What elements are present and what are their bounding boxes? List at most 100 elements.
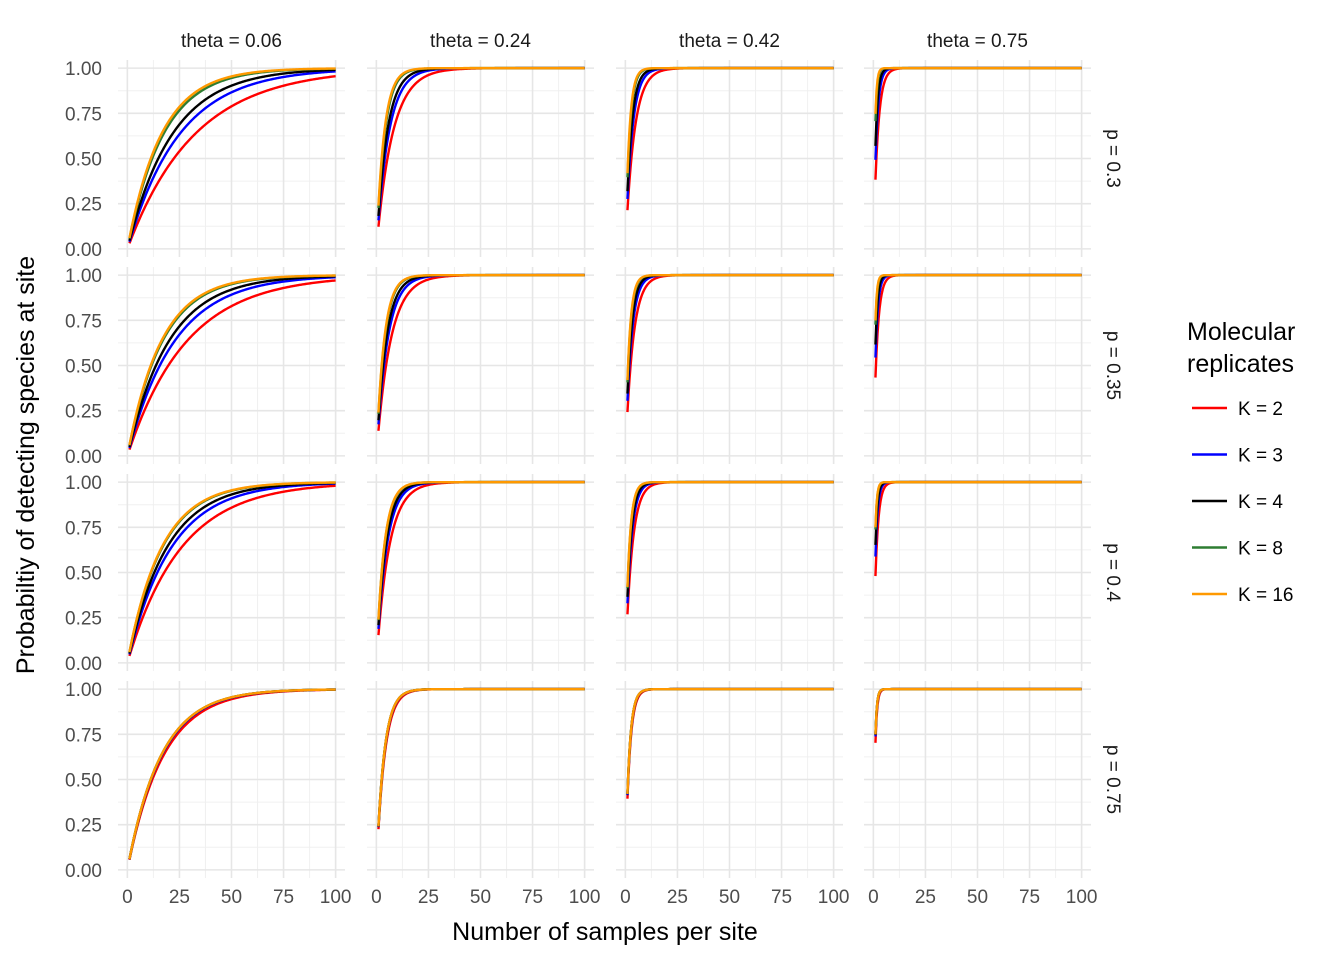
- facet-panel: [616, 267, 843, 464]
- series-line-k=8: [874, 480, 1082, 530]
- series-line-k=8: [626, 66, 834, 178]
- series-line-k=4: [874, 273, 1082, 345]
- facet-panels: theta = 0.06 theta = 0.24 theta = 0.42 thet…: [65, 31, 1123, 908]
- y-tick-label: 0.00: [65, 654, 102, 675]
- series-line-k=16: [874, 480, 1082, 528]
- series-line-k=2: [128, 75, 336, 244]
- legend-key-label: K = 4: [1238, 492, 1283, 513]
- series-line-k=2: [128, 484, 336, 657]
- series-line-k=4: [128, 68, 336, 241]
- series-line-k=16: [874, 273, 1082, 321]
- series-line-k=8: [128, 688, 336, 860]
- facet-column-label: theta = 0.42: [679, 31, 780, 52]
- series-line-k=3: [874, 480, 1082, 557]
- y-tick-label: 0.00: [65, 447, 102, 468]
- series-line-k=3: [128, 482, 336, 655]
- series-line-k=3: [377, 480, 585, 629]
- series-line-k=4: [626, 480, 834, 597]
- series-line-k=16: [377, 66, 585, 206]
- facet-panel: [367, 474, 594, 671]
- y-tick-label: 0.00: [65, 240, 102, 261]
- facet-panel: [864, 474, 1091, 671]
- x-tick-label: 50: [221, 887, 242, 908]
- series-line-k=3: [626, 66, 834, 200]
- series-line-k=3: [377, 687, 585, 828]
- series-line-k=2: [377, 273, 585, 431]
- y-tick-label: 0.50: [65, 564, 102, 585]
- series-line-k=16: [128, 481, 336, 653]
- y-tick-label: 0.00: [65, 861, 102, 882]
- series-line-k=8: [377, 273, 585, 414]
- series-line-k=16: [128, 67, 336, 239]
- facet-column-label: theta = 0.06: [181, 31, 282, 52]
- series-line-k=2: [128, 688, 336, 860]
- legend-key-label: K = 8: [1238, 539, 1283, 560]
- series-line-k=4: [377, 687, 585, 827]
- series-line-k=16: [626, 480, 834, 588]
- series-line-k=3: [874, 273, 1082, 358]
- legend-title-line1: Molecular: [1187, 318, 1295, 346]
- facet-panel: [118, 474, 345, 671]
- series-line-k=2: [626, 273, 834, 413]
- legend-title-line2: replicates: [1187, 350, 1294, 378]
- series-line-k=4: [377, 273, 585, 421]
- series-line-k=16: [377, 480, 585, 620]
- series-line-k=2: [128, 279, 336, 450]
- series-line-k=16: [128, 274, 336, 446]
- x-tick-label: 100: [818, 887, 850, 908]
- x-tick-label: 75: [273, 887, 294, 908]
- series-line-k=4: [128, 688, 336, 860]
- facet-panel: [367, 681, 594, 878]
- series-line-k=8: [377, 687, 585, 827]
- facet-column-label: theta = 0.24: [430, 31, 531, 52]
- y-tick-label: 0.75: [65, 518, 102, 539]
- x-tick-label: 0: [122, 887, 133, 908]
- y-tick-label: 0.25: [65, 402, 102, 423]
- series-line-k=2: [626, 687, 834, 799]
- series-line-k=4: [874, 66, 1082, 146]
- x-tick-label: 100: [320, 887, 352, 908]
- facet-panel: [367, 60, 594, 257]
- facet-panel: [864, 681, 1091, 878]
- series-line-k=3: [128, 70, 336, 243]
- x-tick-label: 75: [771, 887, 792, 908]
- y-axis-title: Probabiltiy of detecting species at site: [12, 256, 40, 674]
- y-tick-label: 0.50: [65, 357, 102, 378]
- x-tick-label: 100: [1066, 887, 1098, 908]
- series-line-k=16: [874, 66, 1082, 114]
- series-line-k=16: [626, 273, 834, 381]
- series-line-k=4: [128, 275, 336, 448]
- legend: Molecular replicates K = 2 K = 3 K = 4 K = …: [1187, 318, 1295, 606]
- x-tick-label: 0: [620, 887, 631, 908]
- series-line-k=8: [626, 687, 834, 795]
- facet-column-label: theta = 0.75: [927, 31, 1028, 52]
- y-tick-label: 0.75: [65, 725, 102, 746]
- x-tick-label: 25: [667, 887, 688, 908]
- y-tick-label: 1.00: [65, 473, 102, 494]
- series-line-k=4: [626, 273, 834, 394]
- facet-panel: [118, 267, 345, 464]
- facet-panel: [118, 681, 345, 878]
- series-line-k=8: [128, 274, 336, 446]
- series-line-k=2: [874, 273, 1082, 378]
- y-tick-label: 1.00: [65, 266, 102, 287]
- facet-panel: [864, 60, 1091, 257]
- series-line-k=3: [626, 273, 834, 401]
- series-line-k=4: [377, 480, 585, 626]
- series-line-k=8: [874, 273, 1082, 325]
- x-tick-label: 0: [868, 887, 879, 908]
- series-line-k=16: [377, 687, 585, 827]
- series-line-k=2: [874, 66, 1082, 180]
- y-tick-label: 0.50: [65, 150, 102, 171]
- series-line-k=4: [626, 66, 834, 192]
- series-line-k=3: [874, 687, 1082, 737]
- facet-panel: [616, 474, 843, 671]
- legend-key-label: K = 2: [1238, 399, 1283, 420]
- x-tick-label: 0: [371, 887, 382, 908]
- series-line-k=2: [874, 480, 1082, 577]
- x-tick-label: 75: [522, 887, 543, 908]
- series-line-k=16: [128, 688, 336, 860]
- facet-panel: [616, 681, 843, 878]
- y-tick-label: 1.00: [65, 59, 102, 80]
